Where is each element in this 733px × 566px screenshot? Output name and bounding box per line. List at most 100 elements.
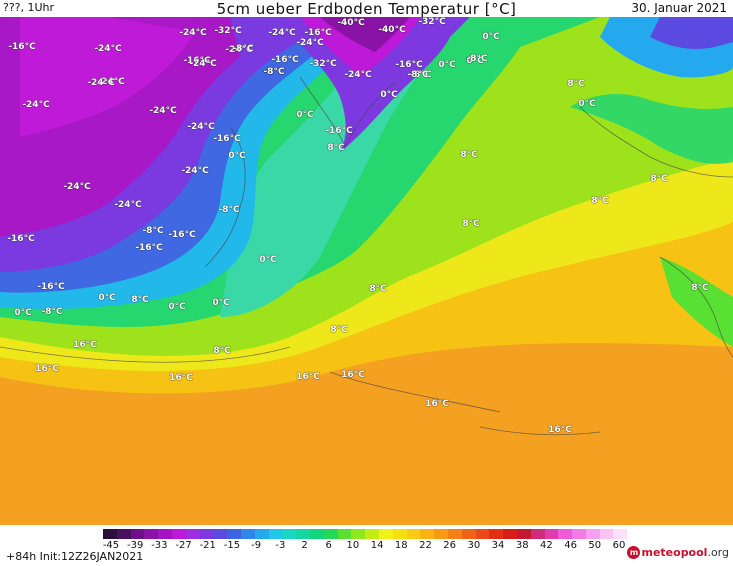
temperature-label: -8°C (263, 67, 285, 77)
logo-text-meteo: meteo (641, 546, 681, 559)
color-scale-cell (503, 529, 517, 539)
color-scale-cell (558, 529, 573, 539)
temperature-label: 8°C (691, 283, 709, 293)
temperature-label: -16°C (183, 56, 211, 66)
temperature-label: 8°C (131, 295, 149, 305)
color-scale-cell (365, 529, 379, 539)
color-scale-tick-label: -27 (175, 540, 192, 551)
temperature-label: -32°C (418, 17, 446, 27)
color-scale-tick-label: 30 (467, 540, 481, 551)
color-scale-cell (296, 529, 310, 539)
color-scale-tick-label: -15 (223, 540, 241, 551)
color-scale-tick-label: 42 (540, 540, 553, 551)
color-scale-tick-label: -9 (251, 540, 262, 551)
meteopool-logo-icon: m (627, 546, 641, 559)
color-scale-cell (461, 529, 476, 539)
temperature-label: -16°C (8, 42, 36, 52)
color-scale-cell (544, 529, 559, 539)
temperature-label: -8°C (218, 205, 240, 215)
color-scale-cell (309, 529, 324, 539)
color-scale-tick-label: 22 (419, 540, 432, 551)
temperature-label: -8°C (466, 54, 488, 64)
color-scale-tick-label: 18 (394, 540, 408, 551)
temperature-label: -16°C (213, 134, 241, 144)
temperature-label: -8°C (41, 307, 63, 317)
temperature-label: 0°C (228, 151, 246, 161)
temperature-label: -24°C (189, 59, 217, 69)
temperature-label: 16°C (169, 373, 193, 383)
color-scale-cell (475, 529, 490, 539)
color-scale-cell (254, 529, 269, 539)
temperature-label: -16°C (304, 28, 332, 38)
color-scale-tick-label: -3 (275, 540, 286, 551)
temperature-label: 8°C (650, 174, 668, 184)
color-scale-cell (530, 529, 545, 539)
color-scale-cell (268, 529, 283, 539)
color-scale-tick-label: 26 (443, 540, 457, 551)
temperature-map: -16°C -24°C -24°C -24°C -32°C -24°C -16°C -40°C… (0, 17, 733, 525)
temperature-label: 0°C (466, 56, 484, 66)
temperature-label: 16°C (548, 425, 572, 435)
color-scale-cell (613, 529, 628, 539)
temperature-label: -40°C (378, 25, 406, 35)
color-scale-tick-label: -33 (151, 540, 168, 551)
temperature-label: 16°C (425, 399, 449, 409)
temperature-label: 8°C (213, 346, 231, 356)
temperature-label: 16°C (296, 372, 320, 382)
temperature-label: -16°C (395, 60, 423, 70)
temperature-label: 0°C (168, 302, 186, 312)
temperature-label: -24°C (225, 45, 253, 55)
temperature-label: 8°C (460, 150, 478, 160)
color-scale-tick-label: 50 (588, 540, 602, 551)
temperature-label: 0°C (482, 32, 500, 42)
color-scale-bar (103, 529, 628, 539)
temperature-label: 0°C (296, 110, 314, 120)
color-scale-tick-label: 60 (612, 540, 626, 551)
temperature-label: -24°C (22, 100, 50, 110)
temperature-label: -16°C (168, 230, 196, 240)
color-scale-cell (240, 529, 255, 539)
color-scale-cell (199, 529, 214, 539)
color-scale-tick-label: 6 (325, 540, 332, 551)
color-scale-cell (420, 529, 435, 539)
temperature-label: -24°C (114, 200, 142, 210)
temperature-label: 0°C (14, 308, 32, 318)
temperature-label: -24°C (87, 78, 115, 88)
temperature-label: -24°C (268, 28, 296, 38)
temperature-label: -8°C (232, 44, 254, 54)
color-scale-tick-label: -45 (102, 540, 120, 551)
temperature-label: -24°C (179, 28, 207, 38)
temperature-label: -24°C (344, 70, 372, 80)
meteopool-logo[interactable]: m meteo pool .org (627, 546, 729, 559)
color-scale-tick-label: 14 (370, 540, 384, 551)
color-scale-cell (103, 529, 117, 539)
temperature-label: -24°C (149, 106, 177, 116)
temperature-label: 16°C (341, 370, 365, 380)
temperature-label: -32°C (309, 59, 337, 69)
color-scale-cell (227, 529, 241, 539)
temperature-label: 8°C (591, 196, 609, 206)
header-left-text: ???, 1Uhr (3, 1, 55, 14)
color-scale-cell (585, 529, 600, 539)
color-scale-cell (489, 529, 504, 539)
color-scale-cell (130, 529, 145, 539)
color-scale-cell (447, 529, 462, 539)
temperature-label: 0°C (380, 90, 398, 100)
temperature-label: 0°C (259, 255, 277, 265)
temperature-label: 8°C (369, 284, 387, 294)
color-scale-tick-label: 34 (491, 540, 505, 551)
color-scale-tick-label: 46 (564, 540, 577, 551)
temperature-label: 0°C (578, 99, 596, 109)
map-title: 5cm ueber Erdboden Temperatur [°C] (216, 0, 517, 18)
temperature-label: 16°C (73, 340, 97, 350)
color-scale-cell (572, 529, 586, 539)
temperature-label: -8°C (410, 70, 432, 80)
color-scale-cell (158, 529, 172, 539)
color-scale-cell (213, 529, 228, 539)
color-scale-cell (337, 529, 352, 539)
color-scale-ticks: -45 -39 -33 -27 -21 -15 -9 -3 2 6 10 14 18 22 26 30 34 38… (103, 540, 627, 552)
temperature-label: -16°C (135, 243, 163, 253)
color-scale-cell (282, 529, 297, 539)
temperature-label: -24°C (94, 44, 122, 54)
temperature-label: -24°C (187, 122, 215, 132)
